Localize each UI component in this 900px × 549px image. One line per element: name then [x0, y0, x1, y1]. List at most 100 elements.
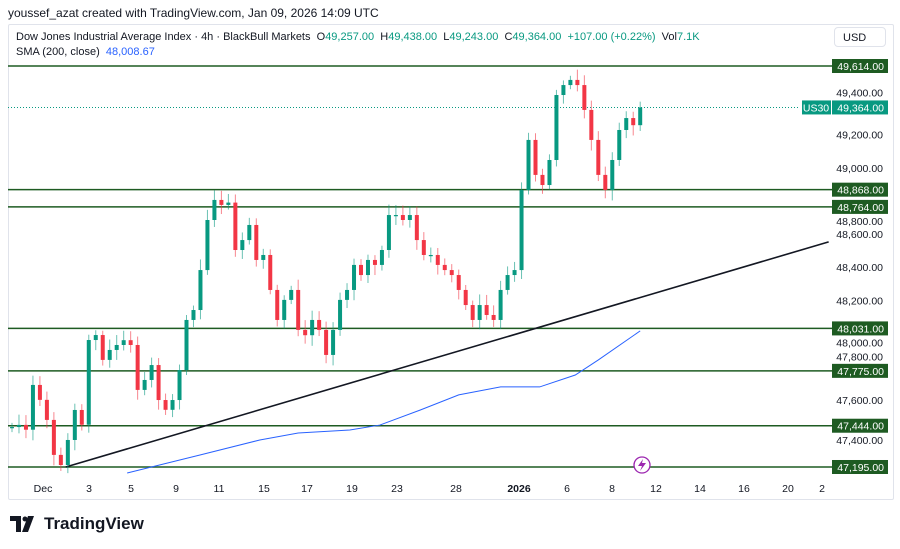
time-tick-label: 28	[450, 483, 462, 495]
open-label: O	[316, 31, 326, 43]
candle-down	[23, 424, 28, 430]
candle-up	[338, 299, 343, 330]
candle-down	[470, 305, 475, 320]
candle-down	[219, 199, 224, 205]
price-tick-label: 48,000.00	[836, 338, 883, 350]
candle-up	[86, 340, 91, 425]
candle-up	[310, 319, 315, 336]
candle-up	[170, 400, 175, 410]
chart-legend: Dow Jones Industrial Average Index · 4h …	[16, 30, 700, 60]
candle-down	[359, 264, 363, 276]
candle-down	[603, 174, 608, 190]
low-label: L	[443, 31, 450, 43]
candle-up	[554, 95, 559, 160]
level-price-tag	[832, 321, 888, 336]
candle-up	[393, 215, 398, 217]
price-tick-label: 48,400.00	[836, 262, 883, 274]
low-value: 49,243.00	[449, 31, 499, 43]
candle-down	[100, 335, 105, 360]
sma-label[interactable]: SMA (200, close)	[16, 46, 100, 58]
last-price-label: 49,364.00	[837, 102, 884, 114]
candle-down	[575, 79, 580, 86]
candle-down	[303, 329, 308, 336]
candle-up	[352, 264, 357, 290]
candle-down	[491, 314, 496, 320]
candle-up	[498, 289, 503, 320]
open-value: 49,257.00	[325, 31, 375, 43]
candle-down	[79, 409, 84, 425]
symbol-tag-label: US30	[803, 102, 829, 114]
candle-down	[463, 289, 468, 306]
candle-up	[65, 439, 70, 466]
volume-label: Vol	[661, 31, 677, 43]
last-price-tag	[832, 100, 888, 115]
price-tick-label: 48,800.00	[836, 216, 883, 228]
price-tick-label: 47,800.00	[836, 352, 883, 364]
price-tick-label: 47,600.00	[836, 395, 883, 407]
candle-up	[505, 275, 510, 290]
candle-up	[261, 254, 266, 260]
candle-down	[435, 254, 440, 265]
high-label: H	[380, 31, 389, 43]
level-price-label: 47,195.00	[837, 462, 884, 474]
chart-frame	[8, 24, 894, 500]
candle-up	[512, 270, 517, 276]
candle-up	[526, 139, 531, 190]
time-tick-label: 3	[86, 483, 92, 495]
price-tick-label: 49,000.00	[836, 163, 883, 175]
candle-down	[596, 139, 601, 175]
candle-up	[345, 289, 350, 300]
candle-up	[282, 299, 287, 320]
candle-down	[128, 340, 133, 345]
candle-up	[198, 270, 203, 311]
time-tick-label: Dec	[34, 483, 53, 495]
time-tick-label: 12	[650, 483, 662, 495]
candle-up	[184, 319, 189, 371]
candle-up	[561, 85, 566, 96]
candle-down	[296, 289, 301, 330]
candle-down	[400, 215, 405, 221]
level-price-label: 48,031.00	[837, 323, 884, 335]
candle-up	[379, 250, 384, 265]
time-tick-label: 19	[346, 483, 358, 495]
candle-up	[568, 79, 573, 86]
candle-down	[135, 344, 140, 390]
candle-down	[58, 454, 63, 466]
logo-text: TradingView	[44, 514, 144, 533]
candle-down	[449, 270, 454, 276]
time-tick-label: 5	[128, 483, 134, 495]
candle-down	[163, 400, 168, 410]
candle-up	[10, 427, 14, 429]
time-tick-label: 2026	[507, 483, 531, 495]
level-price-label: 47,444.00	[837, 421, 884, 433]
candle-down	[540, 174, 545, 186]
currency-button[interactable]: USD	[834, 27, 886, 47]
candle-down	[44, 399, 49, 420]
candle-up	[149, 365, 154, 380]
sma-row: SMA (200, close) 48,008.67	[16, 45, 700, 60]
candle-up	[240, 240, 245, 251]
candle-up	[386, 215, 391, 251]
symbol-description[interactable]: Dow Jones Industrial Average Index · 4h …	[16, 31, 311, 43]
change-value: +107.00 (+0.22%)	[567, 31, 656, 43]
time-tick-label: 16	[738, 483, 750, 495]
candle-up	[407, 215, 412, 221]
candle-up	[428, 254, 433, 257]
price-tick-label: 48,200.00	[836, 295, 883, 307]
time-tick-label: 8	[609, 483, 615, 495]
candle-up	[114, 344, 119, 350]
candle-down	[456, 275, 461, 290]
level-price-label: 48,764.00	[837, 202, 884, 214]
level-price-tag	[832, 363, 888, 378]
candle-down	[37, 384, 42, 400]
time-tick-label: 23	[391, 483, 403, 495]
candle-up	[519, 189, 524, 271]
candle-up	[121, 340, 126, 345]
tradingview-logo[interactable]: TradingView	[10, 514, 144, 534]
price-tick-label: 49,200.00	[836, 130, 883, 142]
candle-down	[582, 85, 587, 110]
candle-up	[365, 259, 370, 276]
candle-down	[268, 254, 273, 290]
candle-up	[16, 424, 21, 428]
